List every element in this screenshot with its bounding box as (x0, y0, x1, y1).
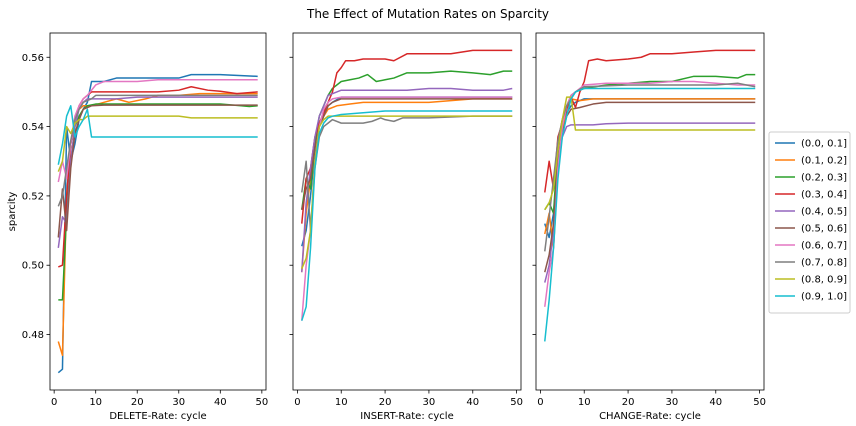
x-tick-label: 10 (578, 397, 591, 408)
x-axis-label: INSERT-Rate: cycle (360, 411, 453, 422)
x-tick-label: 30 (666, 397, 679, 408)
series-line (301, 110, 513, 321)
y-tick-label: 0.48 (22, 330, 44, 341)
axes-frame (535, 32, 765, 391)
x-tick-label: 30 (423, 397, 436, 408)
x-tick-label: 10 (335, 397, 348, 408)
x-tick-label: 50 (510, 397, 523, 408)
axes-frame (49, 32, 267, 391)
legend-label: (0.4, 0.5] (801, 207, 847, 218)
series-line (57, 104, 258, 238)
legend-label: (0.7, 0.8] (801, 258, 847, 269)
legend-label: (0.2, 0.3] (801, 173, 847, 184)
series-line (57, 94, 258, 207)
legend-label: (0.9, 1.0] (801, 292, 847, 303)
plot-lines (301, 49, 513, 321)
series-line (544, 101, 756, 273)
series-line (57, 79, 258, 183)
x-tick-label: 40 (709, 397, 722, 408)
y-tick-label: 0.54 (22, 122, 44, 133)
x-tick-label: 50 (255, 397, 268, 408)
series-line (301, 98, 513, 210)
x-tick-label: 0 (537, 397, 543, 408)
series-line (544, 96, 756, 211)
y-axis-label: sparcity (7, 192, 18, 232)
legend: (0.0, 0.1] (0.1, 0.2] (0.2, 0.3] (0.3, 0.4]… (768, 131, 851, 314)
legend-label: (0.8, 0.9] (801, 275, 847, 286)
x-tick-label: 0 (294, 397, 300, 408)
series-line (301, 115, 513, 269)
legend-label: (0.5, 0.6] (801, 224, 847, 235)
x-tick-label: 30 (172, 397, 185, 408)
legend-label: (0.3, 0.4] (801, 190, 847, 201)
x-tick-label: 0 (51, 397, 57, 408)
y-tick-label: 0.52 (22, 191, 44, 202)
x-tick-label: 20 (379, 397, 392, 408)
subplot-insert-rate: 0 10 20 30 40 50 INSERT-Rate: cycle (289, 32, 523, 422)
axes-frame (292, 32, 522, 391)
legend-label: (0.6, 0.7] (801, 241, 847, 252)
figure-title: The Effect of Mutation Rates on Sparcity (306, 7, 549, 21)
series-line (301, 87, 513, 273)
series-line (57, 115, 258, 172)
y-tick-label: 0.56 (22, 53, 44, 64)
legend-label: (0.0, 0.1] (801, 139, 847, 150)
x-axis-label: CHANGE-Rate: cycle (599, 411, 701, 422)
x-tick-label: 20 (622, 397, 635, 408)
x-axis-label: DELETE-Rate: cycle (109, 411, 206, 422)
series-line (57, 105, 258, 165)
legend-label: (0.1, 0.2] (801, 156, 847, 167)
series-line (57, 73, 258, 374)
subplot-delete-rate: 0 10 20 30 40 50 0.48 0.50 0.52 0.54 0.56 DELETE-Ra… (7, 32, 268, 422)
x-tick-label: 50 (753, 397, 766, 408)
subplot-change-rate: 0 10 20 30 40 50 CHANGE-Rate: cycle (532, 32, 766, 422)
plot-lines (57, 73, 258, 374)
plot-lines (544, 49, 756, 342)
x-tick-label: 40 (466, 397, 479, 408)
x-tick-label: 40 (214, 397, 227, 408)
x-tick-label: 20 (131, 397, 144, 408)
series-line (58, 85, 258, 268)
y-tick-label: 0.50 (22, 261, 44, 272)
x-tick-label: 10 (89, 397, 102, 408)
series-line (544, 87, 756, 342)
